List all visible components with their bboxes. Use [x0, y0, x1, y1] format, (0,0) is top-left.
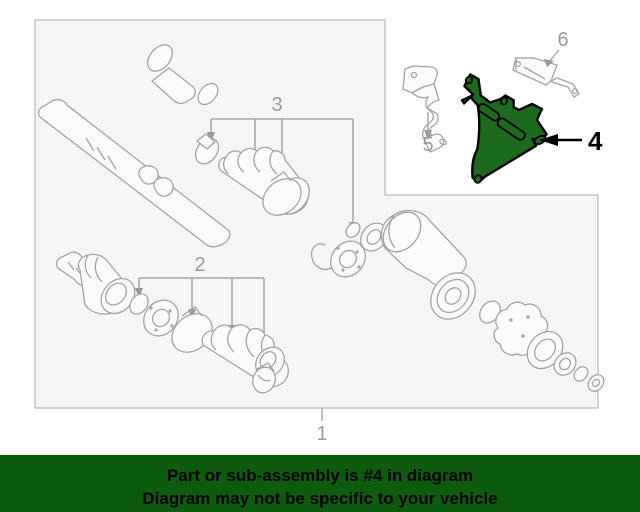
svg-text:3: 3 [271, 94, 282, 116]
svg-text:2: 2 [194, 254, 205, 276]
svg-text:5: 5 [422, 134, 433, 156]
svg-text:6: 6 [557, 29, 568, 51]
svg-text:4: 4 [588, 126, 603, 156]
svg-text:1: 1 [316, 423, 327, 445]
